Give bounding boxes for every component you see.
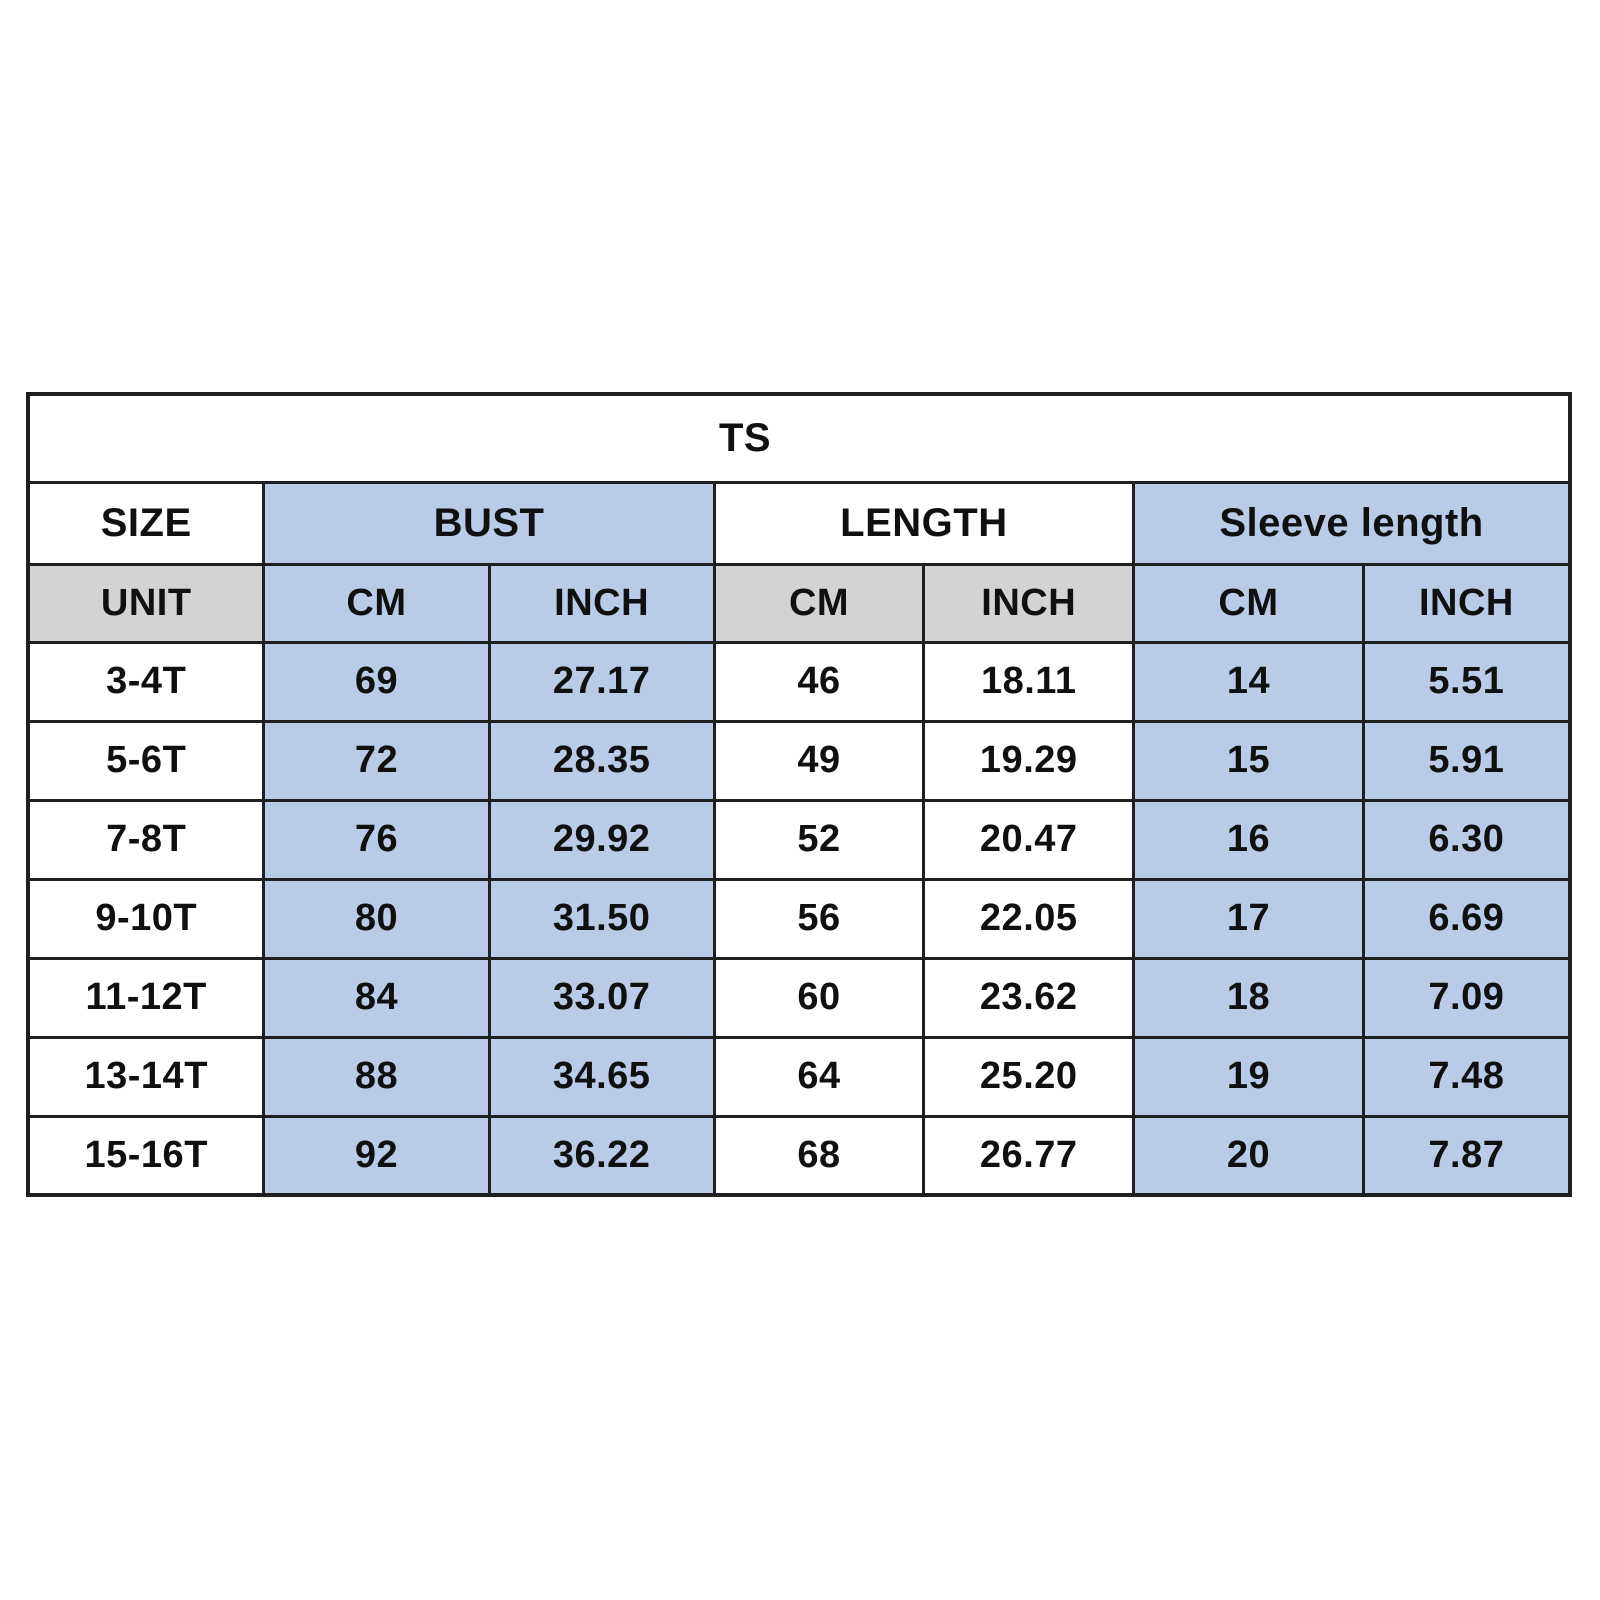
unit-bust-inch-cell: INCH <box>487 562 716 644</box>
header-bust: BUST <box>262 480 716 566</box>
header-length: LENGTH <box>712 480 1136 566</box>
size-cell: 5-6T <box>26 719 266 802</box>
header-size: SIZE <box>26 480 266 566</box>
sleeve-cm-cell: 18 <box>1132 956 1365 1039</box>
length-inch-cell: 18.11 <box>922 640 1136 723</box>
bust-inch-cell: 33.07 <box>487 956 716 1039</box>
column-group-header-row: SIZE BUST LENGTH Sleeve length <box>26 480 1572 566</box>
length-inch-cell: 26.77 <box>922 1114 1136 1197</box>
table-row: 5-6T 72 28.35 49 19.29 15 5.91 <box>26 719 1572 802</box>
size-cell: 9-10T <box>26 877 266 960</box>
unit-sleeve-cm-cell: CM <box>1132 562 1365 644</box>
table-row: 15-16T 92 36.22 68 26.77 20 7.87 <box>26 1114 1572 1197</box>
length-cm-cell: 52 <box>712 798 926 881</box>
size-cell: 15-16T <box>26 1114 266 1197</box>
size-chart-table: TS SIZE BUST LENGTH Sleeve length UNIT C… <box>26 392 1572 1197</box>
length-cm-cell: 64 <box>712 1035 926 1118</box>
bust-cm-cell: 69 <box>262 640 491 723</box>
sleeve-cm-cell: 14 <box>1132 640 1365 723</box>
bust-inch-cell: 29.92 <box>487 798 716 881</box>
sleeve-inch-cell: 5.91 <box>1361 719 1572 802</box>
length-cm-cell: 46 <box>712 640 926 723</box>
unit-sleeve-inch-cell: INCH <box>1361 562 1572 644</box>
table-row: 13-14T 88 34.65 64 25.20 19 7.48 <box>26 1035 1572 1118</box>
bust-cm-cell: 80 <box>262 877 491 960</box>
sleeve-inch-cell: 5.51 <box>1361 640 1572 723</box>
length-cm-cell: 60 <box>712 956 926 1039</box>
bust-inch-cell: 36.22 <box>487 1114 716 1197</box>
table-row: 11-12T 84 33.07 60 23.62 18 7.09 <box>26 956 1572 1039</box>
length-inch-cell: 20.47 <box>922 798 1136 881</box>
length-cm-cell: 49 <box>712 719 926 802</box>
size-cell: 3-4T <box>26 640 266 723</box>
table-row: 7-8T 76 29.92 52 20.47 16 6.30 <box>26 798 1572 881</box>
table-title-cell: TS <box>26 392 1572 484</box>
sleeve-cm-cell: 17 <box>1132 877 1365 960</box>
sleeve-cm-cell: 15 <box>1132 719 1365 802</box>
unit-label-cell: UNIT <box>26 562 266 644</box>
unit-bust-cm-cell: CM <box>262 562 491 644</box>
bust-cm-cell: 88 <box>262 1035 491 1118</box>
length-cm-cell: 68 <box>712 1114 926 1197</box>
table-row: 9-10T 80 31.50 56 22.05 17 6.69 <box>26 877 1572 960</box>
unit-header-row: UNIT CM INCH CM INCH CM INCH <box>26 562 1572 644</box>
size-cell: 13-14T <box>26 1035 266 1118</box>
unit-length-cm-cell: CM <box>712 562 926 644</box>
header-sleeve-length: Sleeve length <box>1132 480 1572 566</box>
length-inch-cell: 25.20 <box>922 1035 1136 1118</box>
bust-cm-cell: 92 <box>262 1114 491 1197</box>
size-cell: 7-8T <box>26 798 266 881</box>
title-row: TS <box>26 392 1572 484</box>
bust-cm-cell: 72 <box>262 719 491 802</box>
length-inch-cell: 22.05 <box>922 877 1136 960</box>
table-row: 3-4T 69 27.17 46 18.11 14 5.51 <box>26 640 1572 723</box>
bust-inch-cell: 31.50 <box>487 877 716 960</box>
length-inch-cell: 23.62 <box>922 956 1136 1039</box>
sleeve-inch-cell: 6.30 <box>1361 798 1572 881</box>
sleeve-inch-cell: 6.69 <box>1361 877 1572 960</box>
table-title: TS <box>718 415 772 460</box>
sleeve-cm-cell: 16 <box>1132 798 1365 881</box>
size-cell: 11-12T <box>26 956 266 1039</box>
sleeve-inch-cell: 7.09 <box>1361 956 1572 1039</box>
bust-cm-cell: 84 <box>262 956 491 1039</box>
sleeve-cm-cell: 20 <box>1132 1114 1365 1197</box>
unit-length-inch-cell: INCH <box>922 562 1136 644</box>
bust-cm-cell: 76 <box>262 798 491 881</box>
length-cm-cell: 56 <box>712 877 926 960</box>
sleeve-cm-cell: 19 <box>1132 1035 1365 1118</box>
length-inch-cell: 19.29 <box>922 719 1136 802</box>
bust-inch-cell: 27.17 <box>487 640 716 723</box>
bust-inch-cell: 28.35 <box>487 719 716 802</box>
bust-inch-cell: 34.65 <box>487 1035 716 1118</box>
sleeve-inch-cell: 7.87 <box>1361 1114 1572 1197</box>
sleeve-inch-cell: 7.48 <box>1361 1035 1572 1118</box>
